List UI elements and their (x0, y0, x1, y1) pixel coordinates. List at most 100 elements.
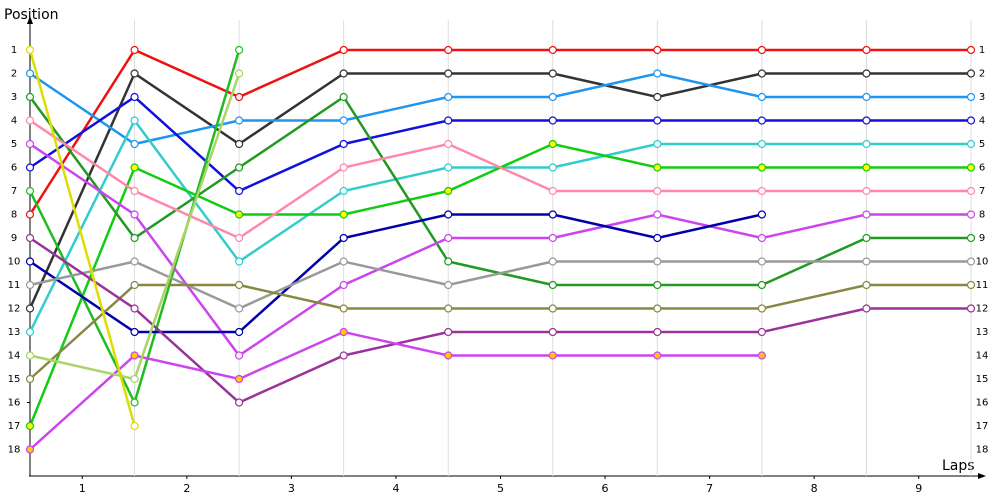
point (130, 304, 139, 313)
point (966, 233, 976, 243)
point (235, 351, 244, 360)
point (339, 92, 348, 102)
point (757, 92, 766, 102)
point (757, 280, 766, 290)
point (757, 163, 766, 172)
point (862, 210, 871, 219)
x-tick-label: 2 (183, 482, 190, 495)
y-tick-label: 9 (11, 233, 17, 244)
point (25, 351, 35, 360)
point (339, 233, 348, 243)
point (653, 69, 662, 78)
y-tick-label: 16 (8, 398, 21, 409)
point (235, 69, 244, 78)
point (757, 351, 766, 360)
y-tick-label: 18 (8, 445, 21, 456)
x-tick-label: 7 (706, 482, 713, 495)
x-tick-label: 4 (392, 482, 399, 495)
point (25, 116, 35, 125)
point (653, 139, 662, 149)
point (235, 304, 244, 313)
point (25, 445, 35, 454)
y-tick-label: 3 (11, 92, 17, 103)
point (757, 257, 766, 266)
point (130, 116, 139, 125)
series-line (28, 48, 971, 216)
point (25, 421, 35, 431)
point (548, 92, 557, 102)
point (130, 233, 139, 243)
point (966, 280, 976, 290)
point (130, 421, 139, 431)
point (548, 304, 557, 313)
point (444, 210, 453, 219)
x-tick-label: 8 (811, 482, 818, 495)
point (25, 186, 35, 196)
point (653, 304, 662, 313)
point (653, 186, 662, 196)
point (966, 257, 976, 266)
y-axis-label: Position (4, 7, 59, 23)
point (757, 116, 766, 125)
y-tick-label: 15 (8, 374, 21, 385)
y-tick-label-right: 11 (976, 280, 989, 291)
point (548, 280, 557, 290)
point (444, 186, 453, 196)
point (339, 304, 348, 313)
point (966, 186, 976, 196)
point (862, 45, 871, 55)
point (339, 327, 348, 337)
series-line (28, 71, 971, 310)
point (444, 304, 453, 313)
point (130, 186, 139, 196)
point (339, 351, 348, 360)
point (444, 163, 453, 172)
y-tick-label: 14 (8, 351, 21, 362)
x-axis-label: Laps (942, 458, 975, 474)
point (25, 304, 35, 313)
point (653, 163, 662, 172)
y-tick-label-right: 18 (976, 445, 989, 456)
point (966, 69, 976, 78)
point (548, 186, 557, 196)
y-tick-label: 5 (11, 139, 17, 150)
y-tick-label-right: 8 (979, 210, 985, 221)
point (25, 139, 35, 149)
point (130, 163, 139, 172)
point (444, 327, 453, 337)
point (235, 116, 244, 125)
y-tick-label: 12 (8, 304, 21, 315)
point (339, 69, 348, 78)
point (444, 351, 453, 360)
series-line (29, 330, 762, 451)
point (130, 257, 139, 266)
point (339, 210, 348, 219)
point (653, 116, 662, 125)
point (130, 398, 139, 407)
point (862, 92, 871, 102)
point (25, 327, 35, 337)
point (235, 327, 244, 337)
point (966, 92, 976, 102)
point (548, 257, 557, 266)
y-tick-label: 17 (8, 421, 21, 432)
point (757, 69, 766, 78)
y-tick-label-right: 17 (976, 421, 989, 432)
point (862, 280, 871, 290)
point (444, 69, 453, 78)
point (548, 327, 557, 337)
point (25, 280, 35, 290)
y-tick-label: 11 (8, 280, 21, 291)
y-tick-label-right: 4 (979, 116, 985, 127)
point (235, 398, 244, 407)
y-tick-label: 10 (8, 257, 21, 268)
point (757, 210, 766, 219)
y-tick-label-right: 2 (979, 69, 985, 80)
y-tick-label-right: 3 (979, 92, 985, 103)
point (653, 210, 662, 219)
y-tick-label-right: 5 (979, 139, 985, 150)
x-tick-label: 3 (288, 482, 295, 495)
y-tick-label: 6 (11, 163, 17, 174)
y-tick-label: 7 (11, 186, 17, 197)
point (130, 210, 139, 219)
